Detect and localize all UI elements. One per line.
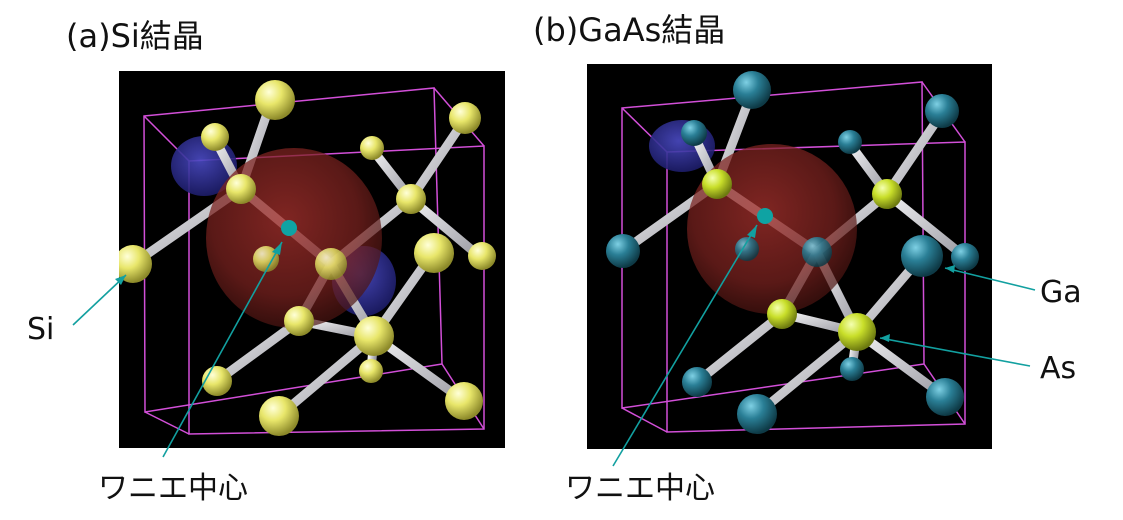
ga-atom bbox=[901, 235, 943, 277]
si-atom bbox=[449, 102, 481, 134]
si-atom bbox=[414, 233, 454, 273]
ga-atom bbox=[735, 237, 759, 261]
as-atom bbox=[838, 313, 876, 351]
ga-atom bbox=[926, 378, 964, 416]
si-atom bbox=[396, 184, 426, 214]
si-atom bbox=[359, 359, 383, 383]
wannier-center-label-b: ワニエ中心 bbox=[565, 471, 715, 506]
si-label: Si bbox=[27, 312, 55, 347]
gaas-crystal-structure bbox=[606, 71, 979, 434]
si-atom bbox=[445, 382, 483, 420]
as-atom bbox=[702, 169, 732, 199]
si-atom bbox=[255, 80, 295, 120]
wannier-center-marker bbox=[757, 208, 773, 224]
ga-atom bbox=[802, 237, 832, 267]
ga-atom bbox=[840, 357, 864, 381]
si-atom bbox=[201, 123, 229, 151]
panel-a-title: (a)Si結晶 bbox=[66, 17, 204, 55]
panel-b-title: (b)GaAs結晶 bbox=[533, 11, 726, 49]
as-atoms bbox=[702, 169, 902, 351]
si-atom bbox=[315, 248, 347, 280]
si-atom bbox=[284, 306, 314, 336]
ga-atom bbox=[682, 367, 712, 397]
wannier-center-marker bbox=[281, 220, 297, 236]
as-label: As bbox=[1040, 351, 1077, 386]
si-atom bbox=[253, 246, 279, 272]
gaas-crystal-panel bbox=[587, 64, 992, 449]
ga-atom bbox=[925, 94, 959, 128]
as-atom bbox=[767, 299, 797, 329]
as-atom bbox=[872, 179, 902, 209]
ga-atom bbox=[606, 234, 640, 268]
wannier-center-label-a: ワニエ中心 bbox=[98, 471, 248, 506]
si-atom bbox=[202, 366, 232, 396]
ga-atom bbox=[733, 71, 771, 109]
si-crystal-structure bbox=[119, 80, 496, 436]
si-atom bbox=[119, 245, 152, 283]
ga-atom bbox=[737, 394, 777, 434]
red-orbital-lobe bbox=[687, 144, 857, 314]
si-atom bbox=[360, 136, 384, 160]
si-atom bbox=[468, 242, 496, 270]
si-crystal-panel bbox=[119, 71, 505, 448]
si-atom bbox=[226, 174, 256, 204]
ga-atom bbox=[838, 130, 862, 154]
ga-atom bbox=[681, 120, 707, 146]
ga-label: Ga bbox=[1040, 275, 1082, 310]
ga-atom bbox=[951, 243, 979, 271]
si-atom bbox=[259, 396, 299, 436]
red-orbital-lobe bbox=[206, 148, 382, 328]
si-atom bbox=[354, 316, 394, 356]
